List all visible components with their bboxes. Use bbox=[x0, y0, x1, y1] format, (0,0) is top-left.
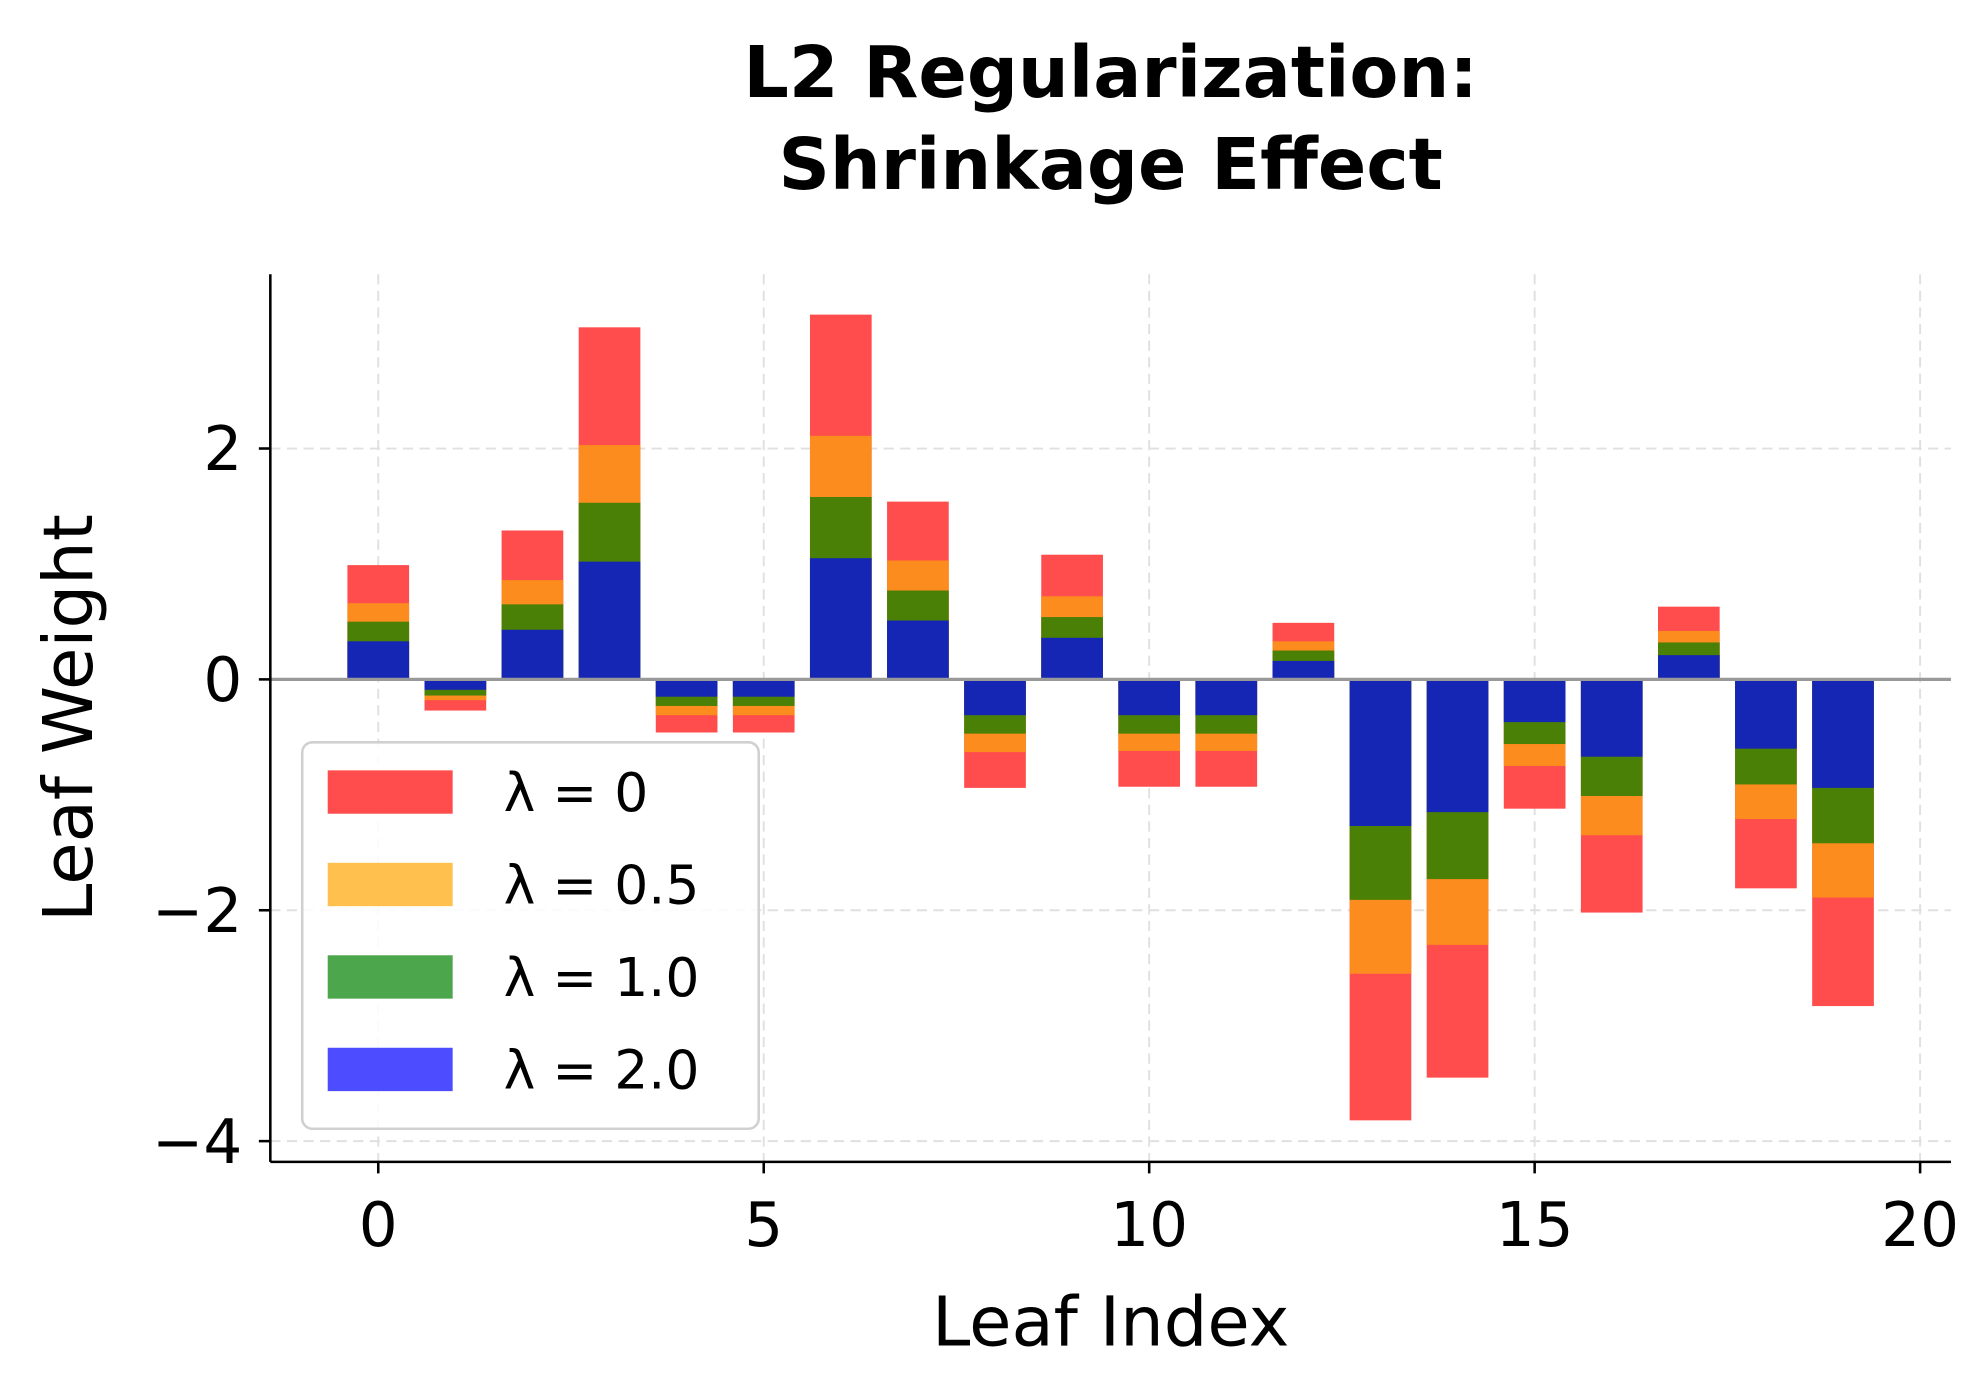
y-tick-label: 2 bbox=[203, 414, 242, 485]
bar-series-3 bbox=[887, 620, 949, 680]
bar-series-3 bbox=[1041, 637, 1103, 680]
bars bbox=[347, 314, 1874, 1121]
bar-series-3 bbox=[809, 558, 872, 680]
legend: λ = 0 λ = 0.5 λ = 1.0 λ = 2.0 bbox=[300, 741, 760, 1131]
bar-series-3 bbox=[1118, 679, 1181, 716]
legend-label: λ = 0 bbox=[504, 761, 649, 824]
x-tick-label: 20 bbox=[1881, 1190, 1959, 1261]
bar-series-3 bbox=[1657, 655, 1720, 680]
y-tick-label: 0 bbox=[203, 645, 242, 716]
bar-series-3 bbox=[424, 679, 487, 690]
bar-series-3 bbox=[964, 679, 1026, 716]
chart-title-line-2: Shrinkage Effect bbox=[778, 123, 1442, 206]
legend-swatch bbox=[327, 862, 453, 907]
legend-label: λ = 1.0 bbox=[504, 946, 700, 1009]
y-axis-label: Leaf Weight bbox=[29, 514, 109, 922]
legend-label: λ = 2.0 bbox=[504, 1039, 700, 1102]
bar-series-3 bbox=[1580, 679, 1643, 757]
bar-series-3 bbox=[501, 629, 564, 680]
y-tick-label: −2 bbox=[152, 876, 242, 947]
legend-swatch bbox=[327, 1047, 453, 1092]
x-tick-label: 5 bbox=[744, 1190, 783, 1261]
legend-box bbox=[300, 741, 760, 1131]
legend-swatch bbox=[327, 770, 453, 814]
bar-series-3 bbox=[732, 679, 795, 697]
chart-title-line-1: L2 Regularization: bbox=[743, 31, 1477, 114]
bar-series-3 bbox=[1349, 679, 1412, 826]
bar-series-3 bbox=[347, 641, 410, 680]
y-tick-label: −4 bbox=[152, 1107, 242, 1178]
bar-series-3 bbox=[578, 561, 641, 680]
x-tick-label: 15 bbox=[1496, 1190, 1574, 1261]
bar-series-3 bbox=[1272, 660, 1335, 680]
bar-series-3 bbox=[655, 679, 718, 697]
bar-series-3 bbox=[1503, 679, 1566, 723]
legend-swatch bbox=[327, 955, 453, 999]
x-tick-label: 0 bbox=[359, 1190, 398, 1261]
bar-series-3 bbox=[1812, 679, 1874, 788]
x-tick-label: 10 bbox=[1110, 1190, 1188, 1261]
legend-label: λ = 0.5 bbox=[504, 854, 700, 917]
bar-series-3 bbox=[1735, 679, 1797, 749]
bar-series-3 bbox=[1195, 679, 1258, 716]
x-axis-label: Leaf Index bbox=[932, 1283, 1289, 1363]
bar-series-3 bbox=[1426, 679, 1489, 813]
axes: 0 5 10 15 20 −4 −2 0 2 bbox=[152, 274, 1959, 1261]
